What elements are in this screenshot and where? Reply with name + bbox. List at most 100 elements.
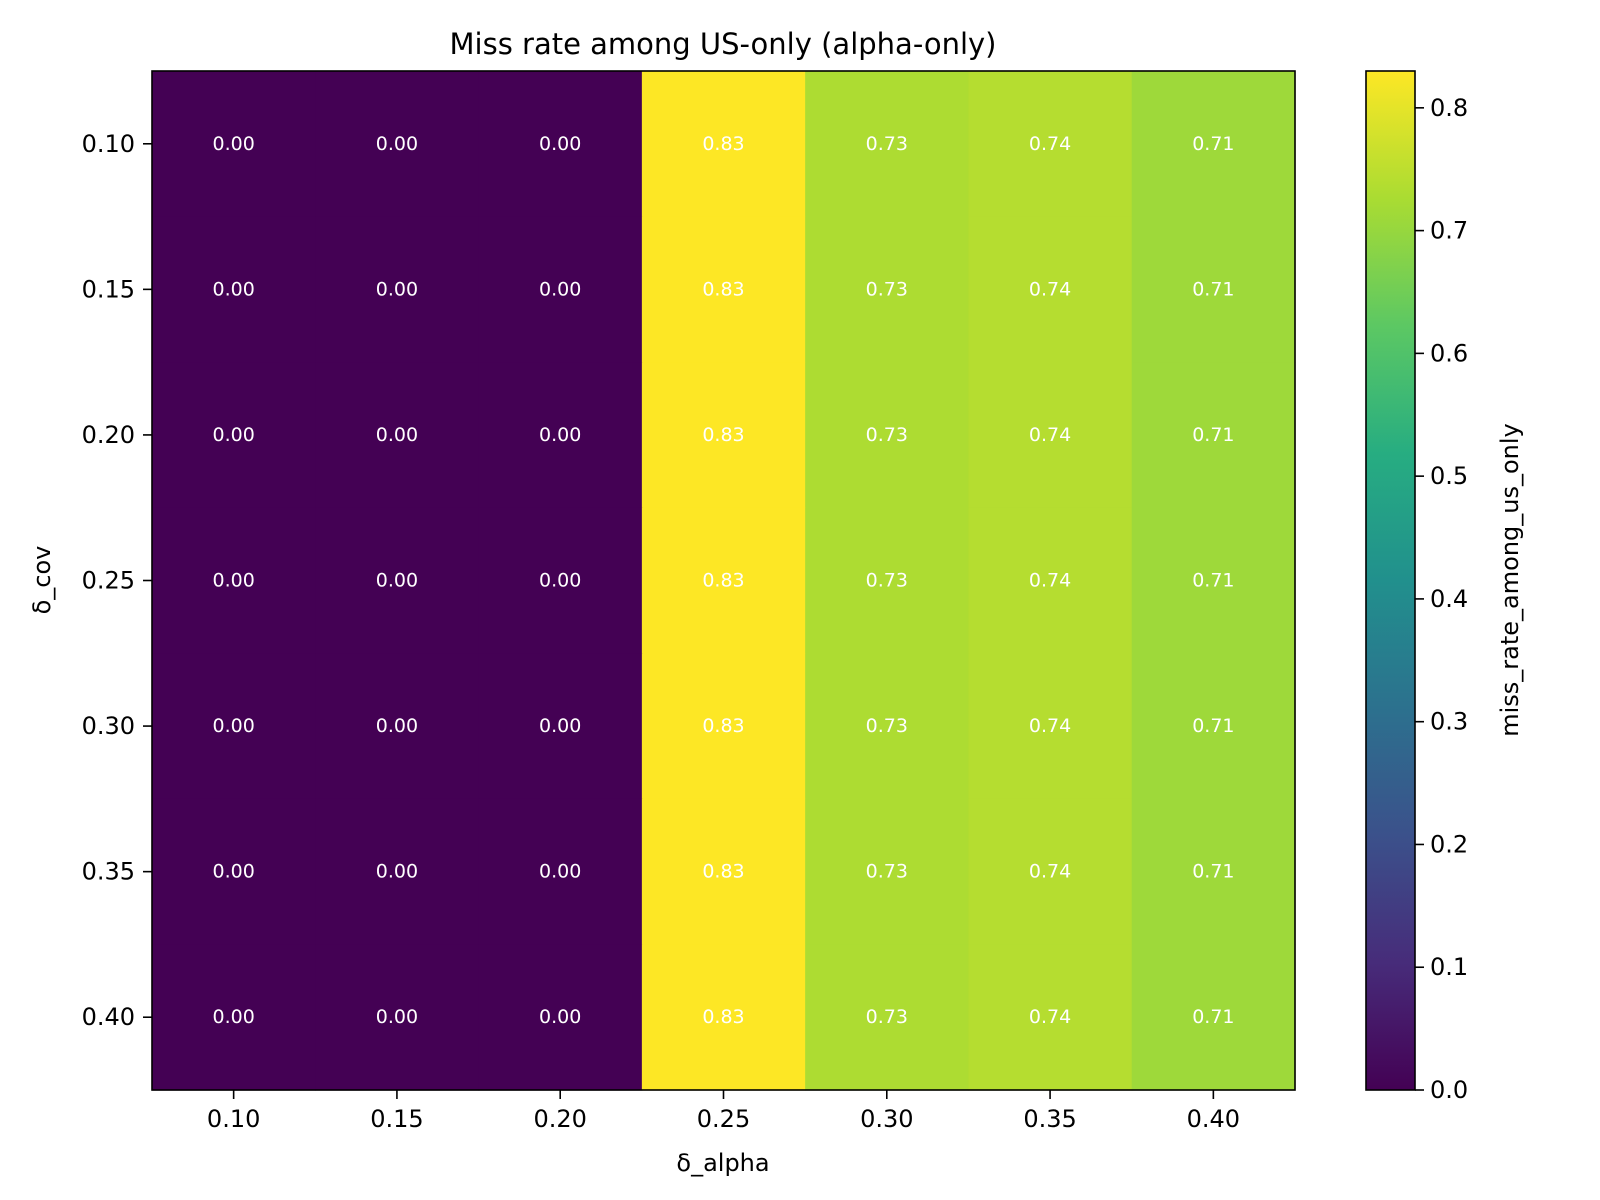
heatmap-cell <box>1131 798 1296 946</box>
heatmap-cell <box>641 507 806 654</box>
heatmap-cell-label: 0.00 <box>212 278 254 300</box>
heatmap-cell-label: 0.00 <box>539 278 581 300</box>
heatmap-cell-label: 0.00 <box>539 570 581 592</box>
heatmap-cell-label: 0.83 <box>702 424 744 446</box>
y-tick-label: 0.20 <box>82 421 135 449</box>
heatmap-cell-label: 0.00 <box>376 424 418 446</box>
heatmap-cell <box>968 507 1133 654</box>
heatmap-cell-label: 0.00 <box>212 133 254 155</box>
heatmap-cell-label: 0.83 <box>702 1006 744 1028</box>
heatmap-cell <box>315 362 480 509</box>
heatmap-cell <box>152 216 316 363</box>
heatmap-cell <box>968 216 1133 363</box>
colorbar-ticks: 0.0 0.1 0.2 0.3 0.4 0.5 0.6 0.7 0.8 <box>1415 94 1468 1104</box>
x-tick-label: 0.40 <box>1187 1105 1240 1133</box>
heatmap-cell <box>1131 71 1296 218</box>
heatmap-cell-label: 0.00 <box>212 715 254 737</box>
y-tick-label: 0.40 <box>82 1003 135 1031</box>
y-tick-label: 0.25 <box>82 567 135 595</box>
heatmap-cell-label: 0.00 <box>212 1006 254 1028</box>
heatmap-cell-label: 0.00 <box>539 715 581 737</box>
heatmap-cell <box>315 71 480 218</box>
heatmap-cell-label: 0.73 <box>866 278 908 300</box>
heatmap-cell <box>152 71 316 218</box>
heatmap-cell <box>805 507 970 654</box>
heatmap-cell <box>315 507 480 654</box>
colorbar-tick-label: 0.0 <box>1430 1076 1468 1104</box>
heatmap-cell-label: 0.73 <box>866 570 908 592</box>
heatmap-cell <box>1131 507 1296 654</box>
heatmap-cell <box>805 798 970 946</box>
heatmap-cell <box>152 944 316 1091</box>
colorbar-tick-label: 0.7 <box>1430 217 1468 245</box>
x-axis-ticks: 0.10 0.15 0.20 0.25 0.30 0.35 0.40 <box>207 1090 1240 1133</box>
heatmap-cell-label: 0.00 <box>539 861 581 883</box>
heatmap-cell <box>805 653 970 800</box>
heatmap-cell-label: 0.00 <box>212 424 254 446</box>
heatmap-cell-label: 0.74 <box>1029 570 1071 592</box>
colorbar-tick-label: 0.5 <box>1430 462 1468 490</box>
heatmap-cell-label: 0.83 <box>702 278 744 300</box>
heatmap-cell-label: 0.71 <box>1192 133 1234 155</box>
heatmap-cell <box>641 362 806 509</box>
colorbar-tick-label: 0.6 <box>1430 339 1468 367</box>
heatmap-cell-label: 0.71 <box>1192 570 1234 592</box>
heatmap-cell <box>315 798 480 946</box>
heatmap-cell <box>478 944 643 1091</box>
heatmap-cell-label: 0.00 <box>376 715 418 737</box>
heatmap-cell <box>1131 216 1296 363</box>
heatmap-cell <box>478 216 643 363</box>
y-tick-label: 0.10 <box>82 130 135 158</box>
heatmap-cell-label: 0.00 <box>376 133 418 155</box>
y-tick-label: 0.35 <box>82 858 135 886</box>
heatmap-cell-label: 0.71 <box>1192 278 1234 300</box>
heatmap-cell-label: 0.71 <box>1192 1006 1234 1028</box>
x-tick-label: 0.10 <box>207 1105 260 1133</box>
heatmap-cell <box>478 362 643 509</box>
heatmap-cell <box>968 71 1133 218</box>
heatmap-cell <box>152 507 316 654</box>
heatmap-cell-label: 0.74 <box>1029 278 1071 300</box>
heatmap-cell <box>641 216 806 363</box>
heatmap-cell <box>805 71 970 218</box>
heatmap-cell-label: 0.71 <box>1192 861 1234 883</box>
heatmap-cells <box>152 71 1296 1091</box>
colorbar-tick-label: 0.3 <box>1430 708 1468 736</box>
heatmap-cell <box>1131 653 1296 800</box>
heatmap-cell-label: 0.00 <box>376 570 418 592</box>
colorbar-tick-label: 0.4 <box>1430 585 1468 613</box>
heatmap-cell-label: 0.00 <box>212 861 254 883</box>
heatmap-cell-label: 0.83 <box>702 133 744 155</box>
heatmap-cell-label: 0.00 <box>376 278 418 300</box>
heatmap-cell-label: 0.74 <box>1029 133 1071 155</box>
heatmap-cell <box>968 798 1133 946</box>
heatmap-cell-label: 0.74 <box>1029 861 1071 883</box>
heatmap-cell <box>478 71 643 218</box>
heatmap-cell-label: 0.00 <box>212 570 254 592</box>
heatmap-cell-label: 0.73 <box>866 424 908 446</box>
heatmap-cell <box>152 798 316 946</box>
colorbar-tick-label: 0.8 <box>1430 94 1468 122</box>
heatmap-cell-label: 0.00 <box>376 1006 418 1028</box>
colorbar-tick-label: 0.2 <box>1430 830 1468 858</box>
colorbar <box>1365 70 1416 1091</box>
heatmap-cell-label: 0.00 <box>539 1006 581 1028</box>
heatmap-cell <box>641 653 806 800</box>
heatmap-cell <box>968 362 1133 509</box>
heatmap-cell <box>805 944 970 1091</box>
heatmap-cell <box>315 653 480 800</box>
heatmap-cell <box>641 71 806 218</box>
heatmap-cell-label: 0.71 <box>1192 715 1234 737</box>
heatmap-cell-label: 0.71 <box>1192 424 1234 446</box>
heatmap-cell-labels: 0.00 0.00 0.00 0.83 0.73 0.74 0.71 0.00 0.00 0.00… <box>212 133 1234 1028</box>
heatmap-cell-label: 0.73 <box>866 715 908 737</box>
y-axis-label: δ_cov <box>28 546 56 615</box>
x-tick-label: 0.20 <box>533 1105 586 1133</box>
heatmap-cell-label: 0.83 <box>702 861 744 883</box>
heatmap-cell <box>478 798 643 946</box>
heatmap-cell <box>478 507 643 654</box>
x-tick-label: 0.15 <box>370 1105 423 1133</box>
x-axis-label: δ_alpha <box>676 1149 769 1177</box>
heatmap-cell-label: 0.00 <box>376 861 418 883</box>
heatmap-cell-label: 0.00 <box>539 133 581 155</box>
